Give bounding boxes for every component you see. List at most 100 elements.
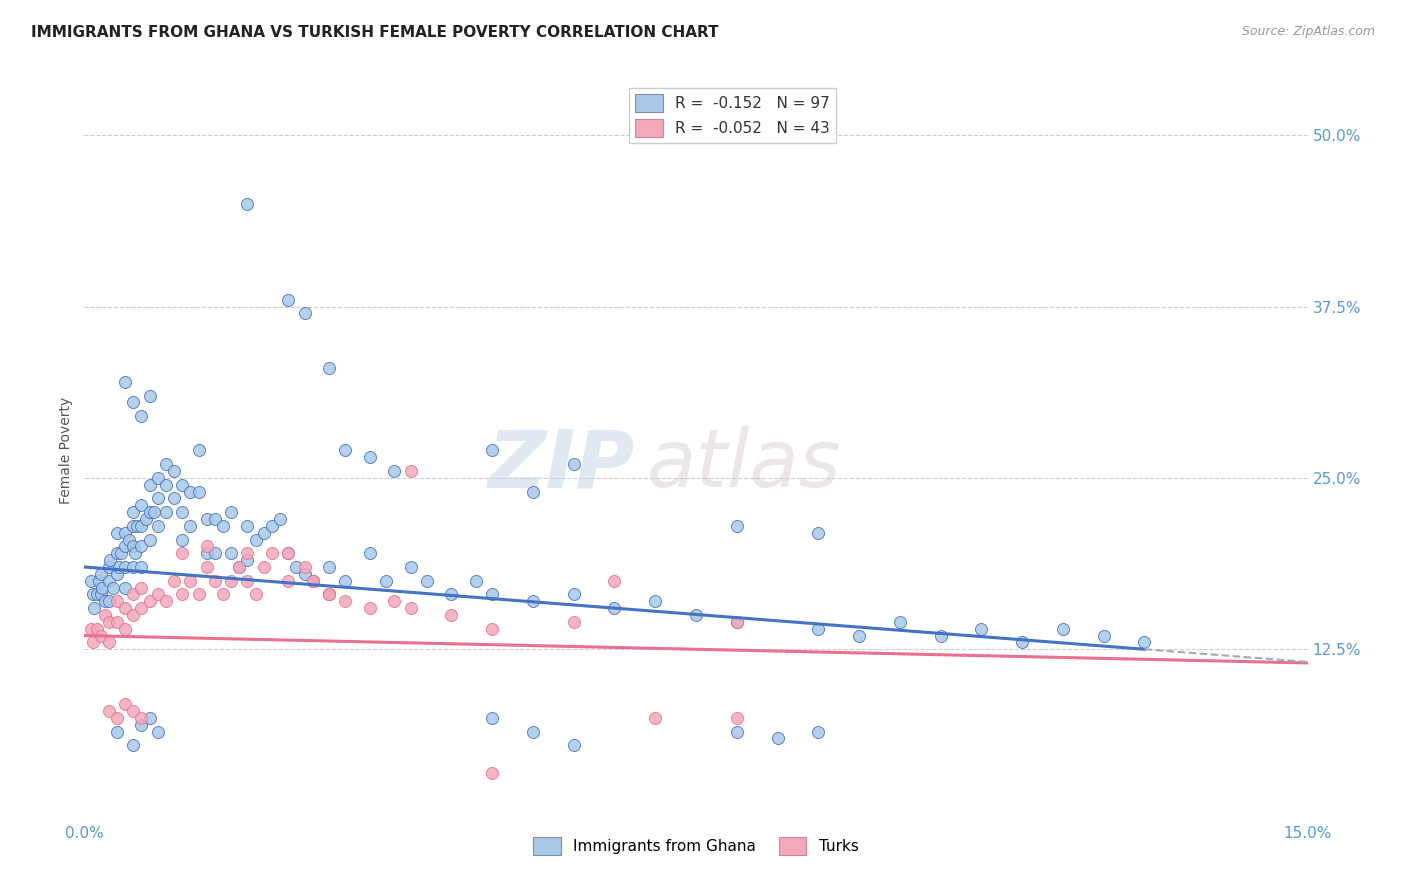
Point — [105, 615, 128, 629]
Point — [725, 724, 748, 739]
Point — [146, 471, 169, 485]
Point — [277, 293, 299, 307]
Point — [131, 498, 153, 512]
Point — [440, 607, 463, 622]
Point — [114, 581, 136, 595]
Point — [522, 484, 544, 499]
Point — [848, 628, 870, 642]
Point — [97, 594, 120, 608]
Point — [114, 601, 136, 615]
Point — [285, 560, 308, 574]
Point — [82, 587, 104, 601]
Point — [375, 574, 398, 588]
Point — [80, 622, 103, 636]
Point — [725, 615, 748, 629]
Point — [179, 519, 201, 533]
Point — [807, 525, 830, 540]
Point — [122, 738, 145, 752]
Point — [105, 525, 128, 540]
Point — [105, 724, 128, 739]
Point — [522, 594, 544, 608]
Point — [260, 546, 283, 560]
Point — [301, 574, 323, 588]
Point — [122, 560, 145, 574]
Point — [416, 574, 439, 588]
Point — [382, 594, 405, 608]
Point — [122, 505, 145, 519]
Point — [122, 540, 145, 554]
Point — [644, 711, 666, 725]
Point — [236, 553, 259, 567]
Point — [87, 574, 110, 588]
Point — [603, 574, 626, 588]
Point — [107, 560, 129, 574]
Point — [1011, 635, 1033, 649]
Point — [131, 519, 153, 533]
Point — [562, 457, 585, 471]
Point — [318, 560, 340, 574]
Point — [644, 594, 666, 608]
Point — [97, 574, 120, 588]
Point — [228, 560, 250, 574]
Point — [970, 622, 993, 636]
Point — [195, 540, 218, 554]
Point — [301, 574, 323, 588]
Point — [135, 512, 157, 526]
Point — [172, 533, 194, 547]
Point — [236, 196, 259, 211]
Point — [163, 574, 186, 588]
Point — [562, 615, 585, 629]
Point — [131, 711, 153, 725]
Point — [179, 484, 201, 499]
Point — [195, 560, 218, 574]
Point — [269, 512, 291, 526]
Point — [93, 607, 115, 622]
Point — [335, 443, 357, 458]
Point — [97, 560, 120, 574]
Point — [131, 409, 153, 424]
Text: Source: ZipAtlas.com: Source: ZipAtlas.com — [1241, 25, 1375, 38]
Point — [1052, 622, 1074, 636]
Point — [114, 697, 136, 711]
Point — [80, 574, 103, 588]
Point — [725, 519, 748, 533]
Point — [212, 587, 235, 601]
Point — [90, 566, 112, 581]
Point — [187, 587, 209, 601]
Point — [204, 546, 226, 560]
Point — [236, 574, 259, 588]
Point — [138, 533, 160, 547]
Point — [766, 731, 789, 746]
Point — [146, 587, 169, 601]
Point — [146, 519, 169, 533]
Point — [399, 560, 422, 574]
Point — [110, 546, 132, 560]
Point — [464, 574, 486, 588]
Point — [138, 711, 160, 725]
Point — [93, 594, 115, 608]
Text: IMMIGRANTS FROM GHANA VS TURKISH FEMALE POVERTY CORRELATION CHART: IMMIGRANTS FROM GHANA VS TURKISH FEMALE … — [31, 25, 718, 40]
Point — [122, 587, 145, 601]
Point — [301, 574, 323, 588]
Point — [562, 738, 585, 752]
Point — [440, 587, 463, 601]
Point — [122, 519, 145, 533]
Point — [481, 587, 503, 601]
Legend: Immigrants from Ghana, Turks: Immigrants from Ghana, Turks — [527, 831, 865, 861]
Point — [277, 574, 299, 588]
Point — [481, 765, 503, 780]
Point — [481, 443, 503, 458]
Point — [122, 395, 145, 409]
Point — [82, 635, 104, 649]
Point — [114, 560, 136, 574]
Point — [122, 704, 145, 718]
Point — [131, 581, 153, 595]
Point — [172, 587, 194, 601]
Point — [807, 724, 830, 739]
Point — [236, 519, 259, 533]
Point — [253, 560, 276, 574]
Point — [603, 601, 626, 615]
Point — [179, 574, 201, 588]
Point — [83, 601, 105, 615]
Point — [155, 594, 177, 608]
